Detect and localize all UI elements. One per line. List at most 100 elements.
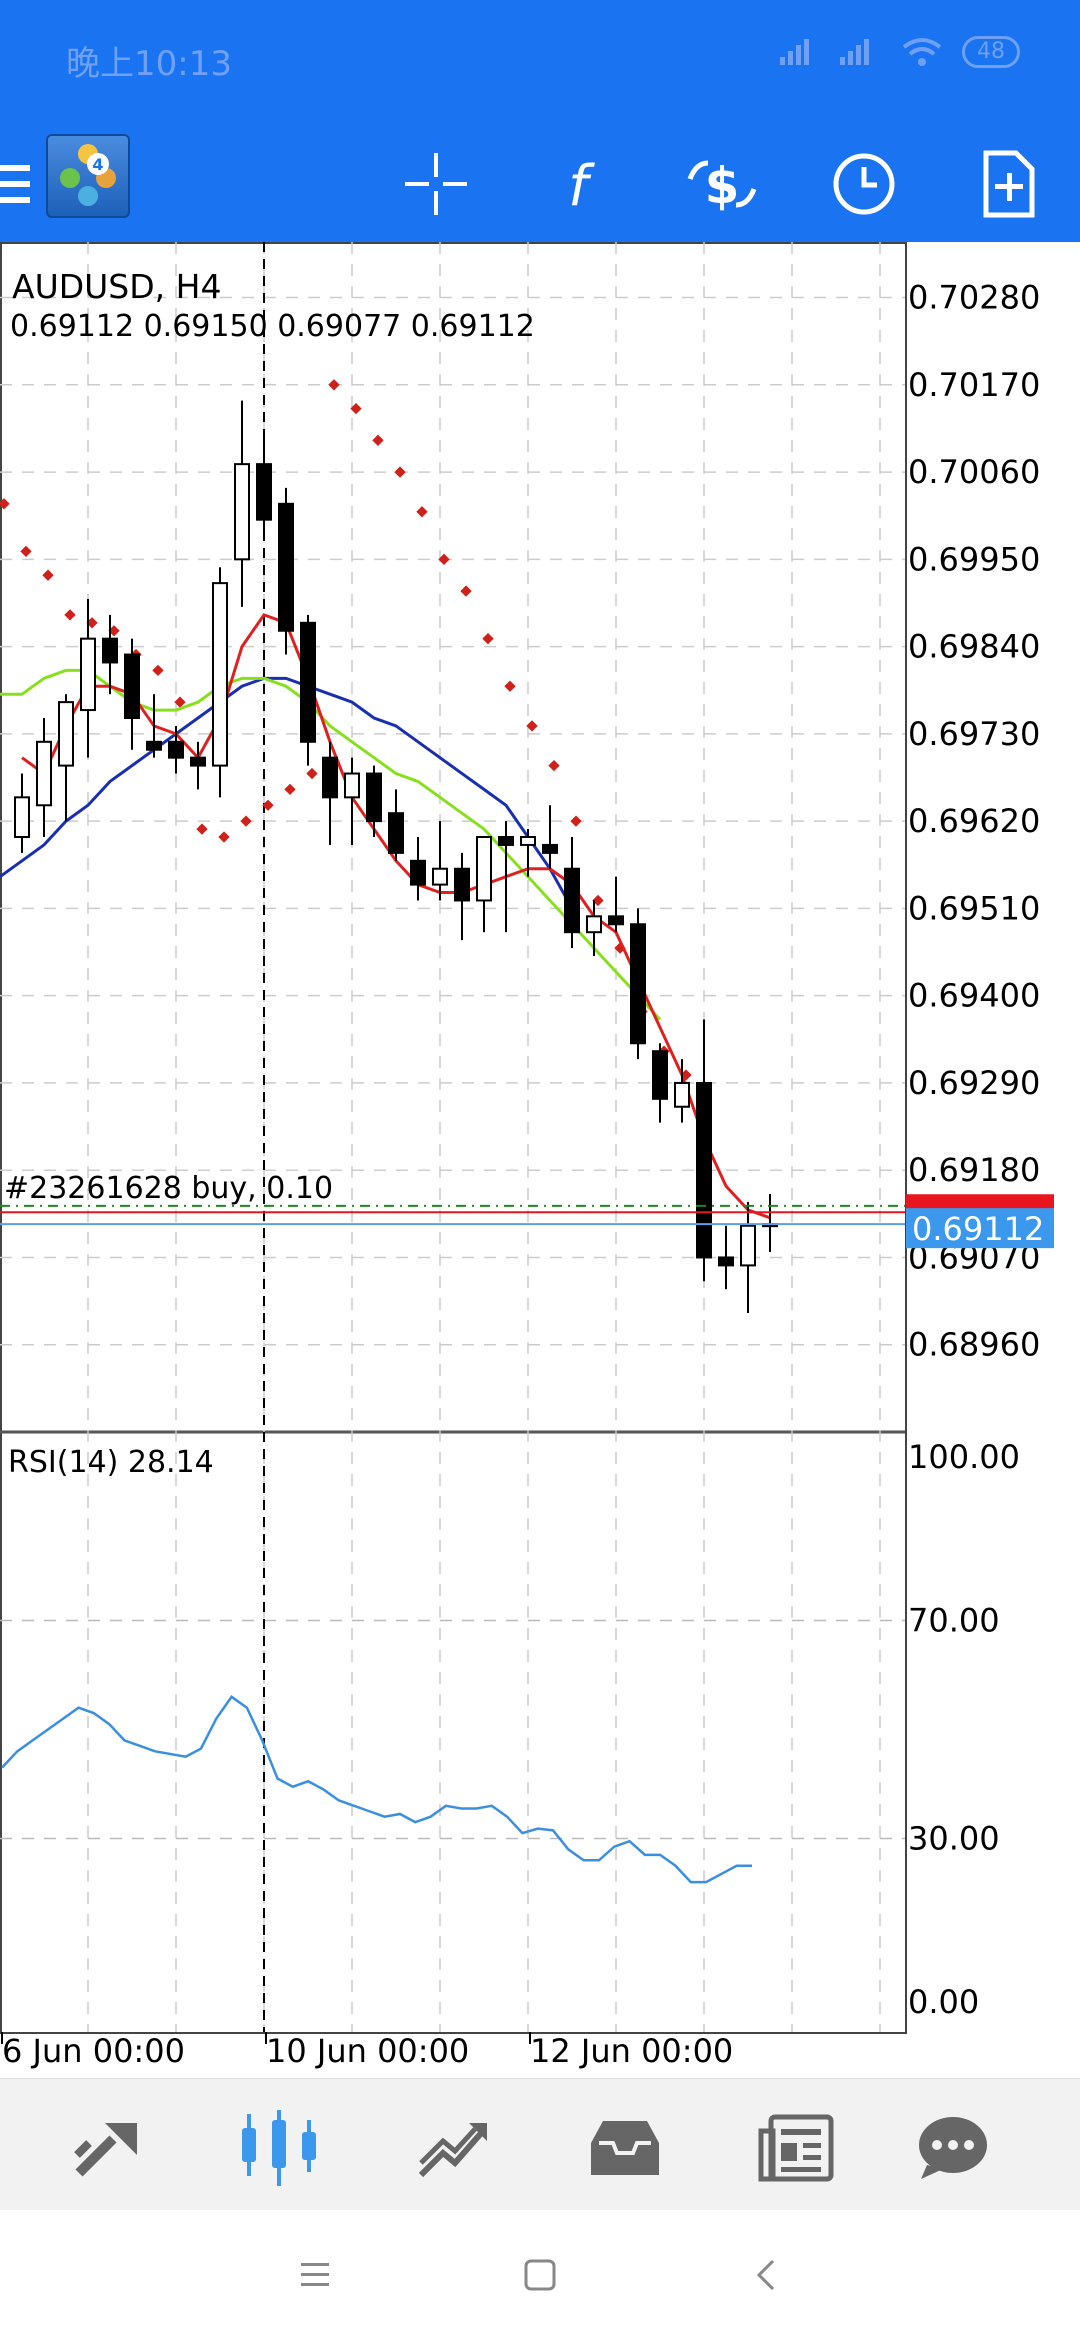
bottom-nav xyxy=(0,2078,1080,2211)
candle-body xyxy=(124,653,140,719)
price-tick-label: 0.69180 xyxy=(908,1151,1040,1189)
timeframe-icon[interactable] xyxy=(814,134,914,234)
rsi-tick-label: 30.00 xyxy=(908,1820,1000,1858)
candle-body xyxy=(586,915,602,934)
sar-point xyxy=(240,815,252,827)
candle-body xyxy=(542,843,558,854)
toolbar: 4 f $ xyxy=(0,120,1080,242)
chart-area[interactable]: 0.70280 0.70170 0.70060 0.69950 0.69840 0.697… xyxy=(0,242,1080,2074)
trade-icon[interactable]: $ xyxy=(672,134,772,234)
svg-text:4: 4 xyxy=(92,155,103,174)
price-tick-label: 0.70170 xyxy=(908,366,1040,404)
candle-body xyxy=(190,756,206,767)
price-tick-label: 0.69620 xyxy=(908,802,1040,840)
candle-body xyxy=(344,772,360,799)
price-tick-label: 0.70060 xyxy=(908,453,1040,491)
home-icon[interactable] xyxy=(515,2250,565,2300)
price-tick-label: 0.69510 xyxy=(908,889,1040,927)
candle-body xyxy=(718,1256,734,1267)
sar-point xyxy=(372,434,384,446)
candle-body xyxy=(80,637,96,712)
candle-body xyxy=(36,740,52,807)
metatrader-logo[interactable]: 4 xyxy=(46,134,130,218)
back-icon[interactable] xyxy=(742,2250,792,2300)
sar-point xyxy=(152,664,164,677)
new-order-icon[interactable] xyxy=(958,134,1058,234)
candle-body xyxy=(630,923,646,1045)
sar-point xyxy=(306,767,318,780)
wifi-icon xyxy=(902,38,942,66)
price-tick-label: 0.69840 xyxy=(908,628,1040,666)
chart-svg[interactable]: 0.70280 0.70170 0.70060 0.69950 0.69840 0.697… xyxy=(0,242,1080,2074)
system-navigation-bar xyxy=(0,2210,1080,2340)
candle-body xyxy=(300,621,316,743)
sar-point xyxy=(526,720,538,732)
rsi-tick-label: 70.00 xyxy=(908,1602,1000,1640)
candle-body xyxy=(432,867,448,886)
candle-body xyxy=(652,1050,668,1100)
sar-point xyxy=(350,402,362,415)
sar-point xyxy=(548,759,560,772)
rsi-tick-label: 0.00 xyxy=(908,1983,979,2021)
candle-body xyxy=(366,772,382,823)
sar-point xyxy=(218,831,230,843)
candle-body xyxy=(322,756,338,799)
sar-point xyxy=(42,569,54,581)
chart-icon[interactable] xyxy=(234,2103,324,2193)
news-icon[interactable] xyxy=(752,2103,842,2193)
rsi-label: RSI(14) 28.14 xyxy=(8,1445,214,1480)
candle-body xyxy=(256,463,272,521)
candle-body xyxy=(14,796,30,838)
sar-point xyxy=(438,553,450,565)
history-icon[interactable] xyxy=(580,2103,670,2193)
order-label: #23261628 buy, 0.10 xyxy=(4,1171,333,1206)
sar-point xyxy=(196,823,208,835)
price-tick-label: 0.69950 xyxy=(908,540,1040,578)
candle-body xyxy=(520,836,536,846)
time-tick-label: 6 Jun 00:00 xyxy=(2,2032,185,2070)
candle-body xyxy=(454,867,470,902)
status-time: 晚上10:13 xyxy=(66,44,232,84)
time-tick-label: 10 Jun 00:00 xyxy=(266,2032,469,2070)
sar-point xyxy=(328,379,340,391)
candle-body xyxy=(102,637,118,664)
sar-point xyxy=(570,815,582,827)
status-icons: 48 xyxy=(778,36,1020,68)
quotes-icon[interactable] xyxy=(64,2103,154,2193)
bid-price-tag xyxy=(906,1208,1054,1249)
candle-body xyxy=(278,502,294,632)
sar-point xyxy=(64,609,76,621)
rsi-tick-label: 100.00 xyxy=(908,1438,1020,1476)
price-tick-label: 0.69400 xyxy=(908,977,1040,1015)
sar-point xyxy=(416,506,428,518)
candle-body xyxy=(410,859,426,886)
candle-body xyxy=(168,740,184,759)
candle-body xyxy=(608,915,624,926)
price-tick-label: 0.69290 xyxy=(908,1064,1040,1102)
sar-point xyxy=(460,585,472,597)
candle-body xyxy=(58,701,74,767)
signal-icon xyxy=(780,39,809,65)
candle-body xyxy=(564,867,580,934)
trade-nav-icon[interactable] xyxy=(408,2103,498,2193)
ohlc-label: 0.69112 0.69150 0.69077 0.69112 xyxy=(10,309,535,344)
recents-icon[interactable] xyxy=(290,2250,340,2300)
menu-icon[interactable] xyxy=(0,134,64,234)
price-tick-label: 0.68960 xyxy=(908,1326,1040,1364)
time-tick-label: 12 Jun 00:00 xyxy=(530,2032,733,2070)
ma-slow-line xyxy=(0,676,574,910)
plot-border xyxy=(0,242,907,2034)
candle-body xyxy=(234,463,250,561)
signal-hd-icon xyxy=(840,39,869,65)
svg-text:$: $ xyxy=(705,157,740,215)
candle-body xyxy=(388,812,404,854)
sar-point xyxy=(504,680,516,692)
price-tick-label: 0.69730 xyxy=(908,715,1040,753)
sar-point xyxy=(262,799,274,811)
indicators-icon[interactable]: f xyxy=(528,134,628,234)
messages-icon[interactable] xyxy=(908,2103,998,2193)
bid-price-label: 0.69112 xyxy=(912,1210,1044,1248)
crosshair-icon[interactable] xyxy=(386,134,486,234)
candle-body xyxy=(212,582,228,767)
sar-point xyxy=(174,696,186,708)
